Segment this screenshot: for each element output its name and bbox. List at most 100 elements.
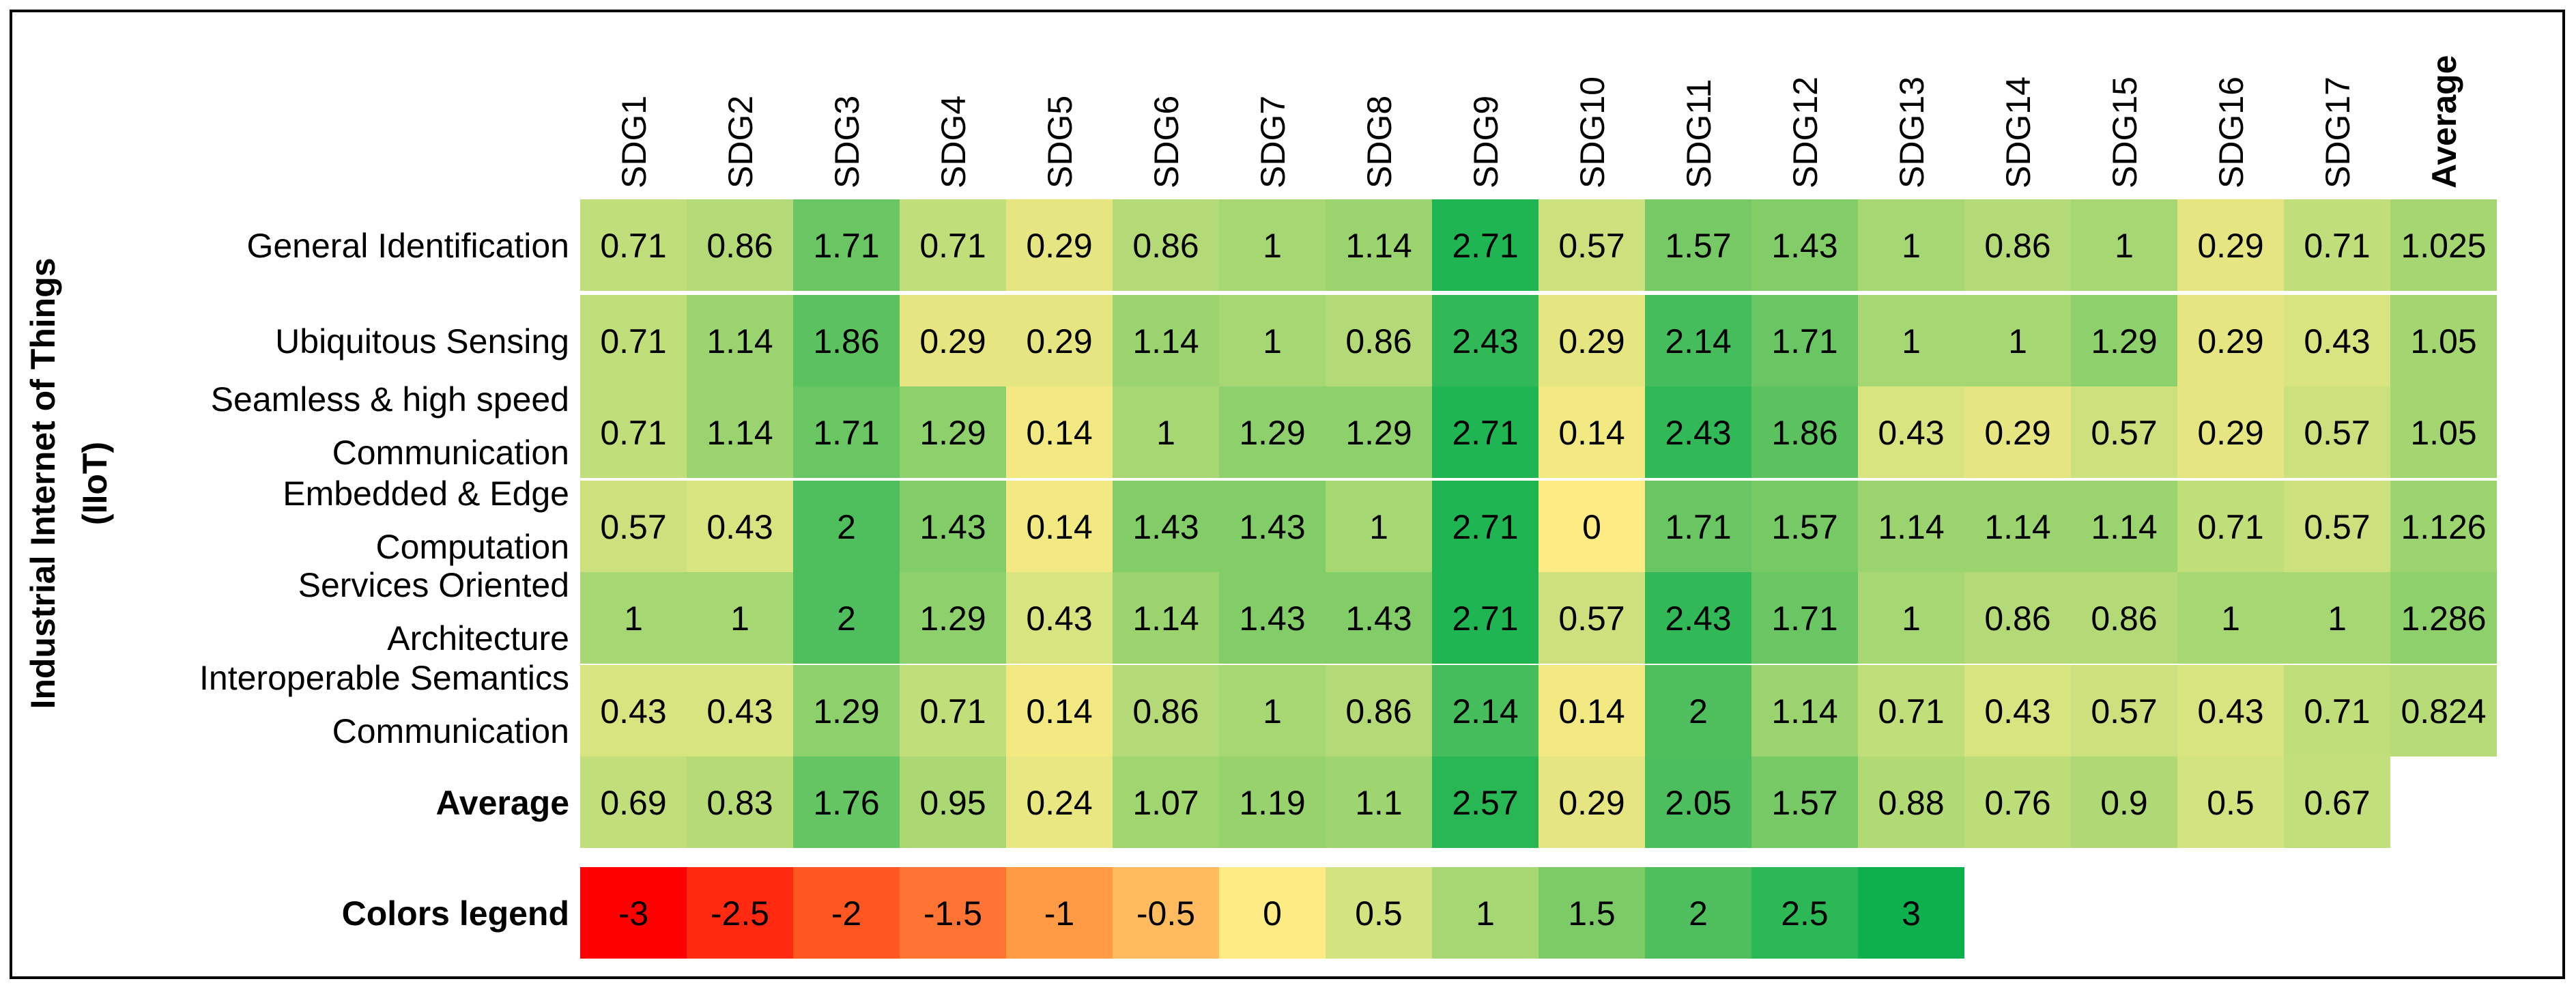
cell-value: 2.05 (1665, 784, 1731, 822)
cell-value: 0.57 (600, 508, 666, 546)
cell-value: 0.67 (2304, 784, 2370, 822)
cell-value: 1.71 (813, 414, 879, 452)
heatmap-cell (1751, 481, 1858, 572)
cell-value: 1.14 (1984, 508, 2050, 546)
heatmap-cell (2071, 481, 2177, 572)
cell-value: 0.86 (1984, 227, 2050, 265)
heatmap-cell (2177, 756, 2284, 848)
cell-value: 0.43 (706, 508, 773, 546)
heatmap-cell (2284, 481, 2390, 572)
column-header: SDG2 (721, 96, 760, 188)
heatmap-cell (1964, 572, 2071, 664)
column-header: SDG16 (2212, 76, 2250, 188)
heatmap-cell (1432, 386, 1539, 478)
column-header: SDG11 (1680, 79, 1718, 188)
cell-value: 0.29 (1026, 322, 1092, 360)
heatmap-cell (1432, 481, 1539, 572)
heatmap-cell (1858, 756, 1964, 848)
legend-value: 1 (1476, 894, 1495, 933)
heatmap-cell (1645, 481, 1751, 572)
heatmap-cell (1219, 199, 1326, 291)
heatmap-cell (580, 386, 687, 478)
heatmap-cell (2284, 572, 2390, 664)
legend-value: 0.5 (1355, 894, 1403, 933)
cell-value: 1 (1263, 227, 1282, 265)
cell-value: 1.29 (813, 692, 879, 731)
heatmap-cell (900, 295, 1006, 386)
cell-value: 0.57 (2091, 414, 2157, 452)
cell-value: 1 (2221, 599, 2240, 638)
cell-value: 2 (837, 508, 856, 546)
heatmap-cell (1964, 295, 2071, 386)
cell-value: 0.9 (2100, 784, 2148, 822)
cell-value: 0.71 (2304, 692, 2370, 731)
heatmap-cell (1964, 199, 2071, 291)
cell-value: 0.86 (1132, 227, 1199, 265)
heatmap-cell (2071, 756, 2177, 848)
heatmap-cell (1326, 481, 1432, 572)
cell-value: 0.86 (1345, 692, 1412, 731)
cell-value: 1.71 (1665, 508, 1731, 546)
heatmap-cell (1539, 295, 1645, 386)
column-header: SDG14 (1999, 76, 2037, 188)
heatmap-cell (2284, 756, 2390, 848)
heatmap-cell (793, 481, 900, 572)
cell-value: 1.14 (1132, 599, 1199, 638)
legend-value: -1 (1044, 894, 1074, 933)
cell-value: 1.05 (2410, 414, 2476, 452)
heatmap-cell (1645, 295, 1751, 386)
heatmap-cell (1219, 386, 1326, 478)
y-axis-title: Industrial Internet of Things (IIoT) (24, 257, 114, 709)
heatmap-cell (687, 386, 793, 478)
legend-swatch (1219, 867, 1326, 959)
cell-value: 0.69 (600, 784, 666, 822)
cell-value: 0.43 (2304, 322, 2370, 360)
heatmap-cell (1645, 386, 1751, 478)
heatmap-cell (1645, 572, 1751, 664)
heatmap-cell (2284, 295, 2390, 386)
cell-value: 2.71 (1452, 414, 1518, 452)
legend-value: 1.5 (1568, 894, 1616, 933)
cell-value: 0.71 (600, 227, 666, 265)
column-header: SDG1 (615, 96, 653, 188)
heatmap-cell (1751, 199, 1858, 291)
heatmap-cell (580, 756, 687, 848)
cell-value: 0.71 (2197, 508, 2263, 546)
legend-title: Colors legend (342, 894, 569, 933)
cell-value: 0.24 (1026, 784, 1092, 822)
cell-value: 1.14 (1132, 322, 1199, 360)
heatmap-cell (1751, 572, 1858, 664)
cell-value: 0.29 (2197, 322, 2263, 360)
heatmap-cell (1751, 665, 1858, 756)
cell-value: 1 (1369, 508, 1388, 546)
legend-value: -1.5 (924, 894, 982, 933)
cell-value: 1.76 (813, 784, 879, 822)
column-header: SDG17 (2319, 76, 2357, 188)
legend-value: -3 (618, 894, 648, 933)
cell-value: 2.71 (1452, 227, 1518, 265)
row-label: Average (436, 784, 569, 822)
cell-value: 1.29 (919, 414, 986, 452)
cell-value: 1.29 (1239, 414, 1305, 452)
heatmap-cell (793, 756, 900, 848)
legend-value: 2 (1689, 894, 1708, 933)
cell-value: 0.71 (600, 414, 666, 452)
cell-value: 1.14 (1878, 508, 1944, 546)
legend-swatch (1006, 867, 1113, 959)
cell-value: 0.57 (1558, 599, 1625, 638)
cell-value: 1 (2115, 227, 2134, 265)
cell-value: 2.43 (1665, 599, 1731, 638)
legend-value: -2.5 (711, 894, 769, 933)
heatmap-cell (2390, 199, 2497, 291)
legend-value: 2.5 (1781, 894, 1829, 933)
heatmap-cell (1219, 756, 1326, 848)
heatmap-cell (1219, 481, 1326, 572)
heatmap-cell (2177, 199, 2284, 291)
heatmap-cell (687, 481, 793, 572)
column-header: SDG5 (1041, 96, 1079, 188)
cell-value: 1.025 (2401, 227, 2486, 265)
row-label: Seamless & high speed Communication (211, 380, 569, 472)
cell-value: 1 (1263, 692, 1282, 731)
cell-value: 0.86 (706, 227, 773, 265)
heatmap-cell (1113, 572, 1219, 664)
